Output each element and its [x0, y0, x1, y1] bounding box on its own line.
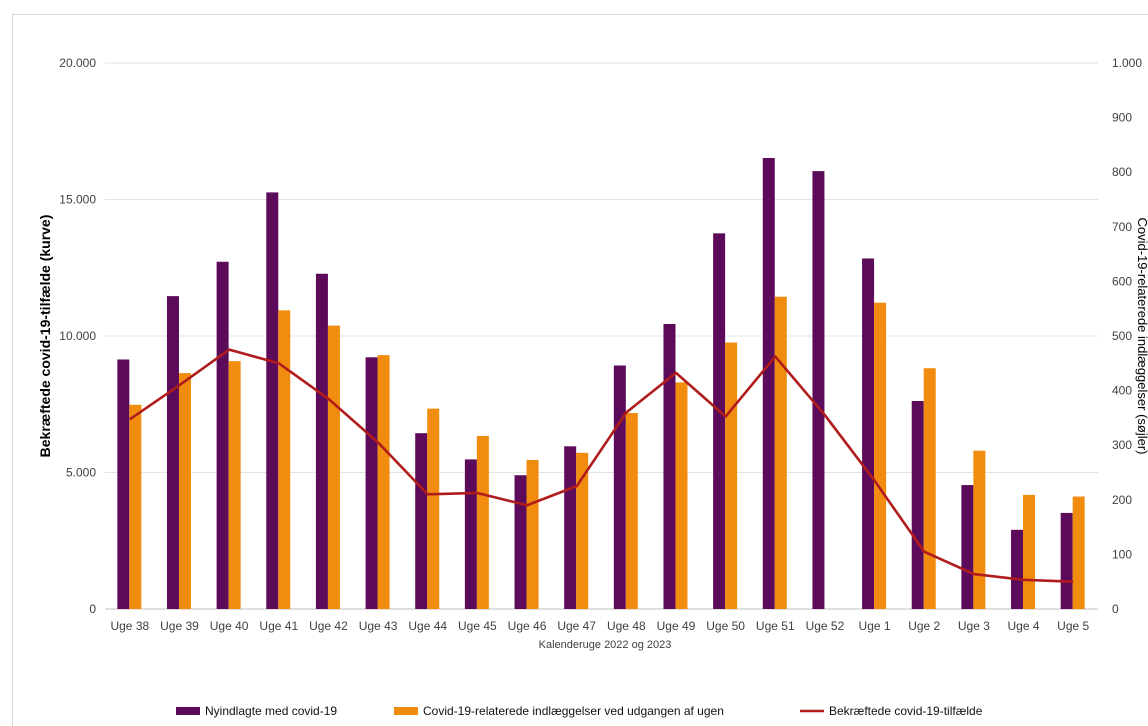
- bar-indlaeggelser: [1023, 494, 1036, 609]
- y2-tick-label: 600: [1112, 274, 1132, 288]
- bar-indlaeggelser: [526, 459, 539, 609]
- x-tick-label: Uge 48: [607, 619, 646, 633]
- bar-nyindlagte: [862, 258, 875, 609]
- x-tick-label: Uge 3: [958, 619, 990, 633]
- x-tick-label: Uge 43: [359, 619, 398, 633]
- gridlines: [105, 62, 1098, 610]
- x-axis-title: Kalenderuge 2022 og 2023: [539, 639, 672, 651]
- y2-tick-label: 400: [1112, 384, 1132, 398]
- legend-label: Covid-19-relaterede indlæggelser ved udg…: [423, 704, 724, 718]
- x-tick-label: Uge 39: [160, 619, 199, 633]
- y-axis-title: Bekræftede covid-19-tilfælde (kurve): [37, 215, 53, 458]
- legend-label: Bekræftede covid-19-tilfælde: [829, 704, 983, 718]
- y2-tick-label: 200: [1112, 493, 1132, 507]
- bar-nyindlagte: [166, 296, 179, 609]
- y-tick-label: 5.000: [66, 466, 96, 480]
- x-tick-label: Uge 49: [657, 619, 696, 633]
- bar-nyindlagte: [415, 433, 428, 609]
- bar-indlaeggelser: [576, 452, 589, 609]
- x-tick-label: Uge 41: [259, 619, 298, 633]
- bar-indlaeggelser: [129, 404, 142, 609]
- y-tick-label: 15.000: [59, 193, 96, 207]
- legend-swatch: [394, 707, 418, 715]
- bar-series: [117, 158, 1085, 610]
- bar-indlaeggelser: [774, 296, 787, 609]
- bar-indlaeggelser: [923, 368, 936, 609]
- x-tick-label: Uge 38: [110, 619, 149, 633]
- x-tick-label: Uge 52: [806, 619, 845, 633]
- y2-tick-label: 500: [1112, 329, 1132, 343]
- bar-nyindlagte: [812, 171, 825, 609]
- bar-nyindlagte: [464, 459, 477, 609]
- x-tick-label: Uge 40: [210, 619, 249, 633]
- bar-nyindlagte: [117, 359, 130, 609]
- x-tick-label: Uge 51: [756, 619, 795, 633]
- y-tick-label: 20.000: [59, 56, 96, 70]
- x-tick-label: Uge 4: [1008, 619, 1040, 633]
- y-tick-label: 10.000: [59, 329, 96, 343]
- y2-tick-label: 100: [1112, 547, 1132, 561]
- bar-indlaeggelser: [278, 310, 291, 609]
- bar-indlaeggelser: [625, 412, 638, 609]
- y2-tick-label: 300: [1112, 438, 1132, 452]
- x-tick-label: Uge 47: [557, 619, 596, 633]
- bar-indlaeggelser: [973, 450, 986, 609]
- y2-tick-label: 700: [1112, 220, 1132, 234]
- bar-nyindlagte: [266, 192, 279, 610]
- x-axis-ticks: Uge 38 Uge 39 Uge 40 Uge 41 Uge 42 Uge 43 Uge …: [110, 619, 1089, 633]
- legend-label: Nyindlagte med covid-19: [205, 704, 337, 718]
- legend: Nyindlagte med covid-19 Covid-19-relatere…: [176, 704, 983, 718]
- legend-swatch: [176, 707, 200, 715]
- bar-nyindlagte: [1011, 529, 1024, 609]
- x-tick-label: Uge 1: [859, 619, 891, 633]
- y-tick-label: 0: [89, 602, 96, 616]
- x-tick-label: Uge 50: [706, 619, 745, 633]
- y2-tick-label: 1.000: [1112, 56, 1142, 70]
- bar-indlaeggelser: [178, 373, 191, 609]
- y-axis-ticks: 0 5.000 10.000 15.000 20.000: [59, 56, 96, 616]
- bar-nyindlagte: [365, 357, 378, 609]
- chart-frame: [12, 14, 1148, 726]
- bar-indlaeggelser: [377, 355, 390, 609]
- bar-indlaeggelser: [327, 325, 340, 609]
- bar-indlaeggelser: [675, 382, 688, 609]
- x-tick-label: Uge 42: [309, 619, 348, 633]
- bar-nyindlagte: [514, 475, 527, 609]
- bar-nyindlagte: [762, 158, 775, 609]
- x-tick-label: Uge 46: [508, 619, 547, 633]
- y2-tick-label: 0: [1112, 602, 1119, 616]
- bar-indlaeggelser: [725, 342, 738, 609]
- bar-indlaeggelser: [874, 302, 887, 609]
- x-tick-label: Uge 44: [408, 619, 447, 633]
- bar-nyindlagte: [713, 233, 726, 610]
- bar-indlaeggelser: [228, 361, 241, 609]
- bar-indlaeggelser: [1072, 496, 1085, 609]
- bar-nyindlagte: [961, 485, 974, 609]
- line-series: [129, 348, 1074, 583]
- bar-nyindlagte: [613, 365, 626, 609]
- bar-nyindlagte: [911, 400, 924, 609]
- y2-tick-label: 800: [1112, 165, 1132, 179]
- bar-indlaeggelser: [476, 435, 489, 609]
- y2-axis-ticks: 0 100 200 300 400 500 600 700 800 900 1.000: [1112, 56, 1142, 616]
- bar-indlaeggelser: [427, 408, 440, 609]
- bar-nyindlagte: [564, 446, 577, 609]
- bar-nyindlagte: [663, 323, 676, 609]
- x-tick-label: Uge 5: [1057, 619, 1089, 633]
- x-tick-label: Uge 2: [908, 619, 940, 633]
- y2-axis-title: Covid-19-relaterede indlæggelser (søjler…: [1135, 218, 1148, 455]
- line-bekraeftede-tilfaelde: [129, 348, 1074, 583]
- bar-nyindlagte: [1060, 512, 1073, 609]
- x-tick-label: Uge 45: [458, 619, 497, 633]
- y2-tick-label: 900: [1112, 111, 1132, 125]
- bar-nyindlagte: [315, 273, 328, 609]
- bar-nyindlagte: [216, 261, 229, 609]
